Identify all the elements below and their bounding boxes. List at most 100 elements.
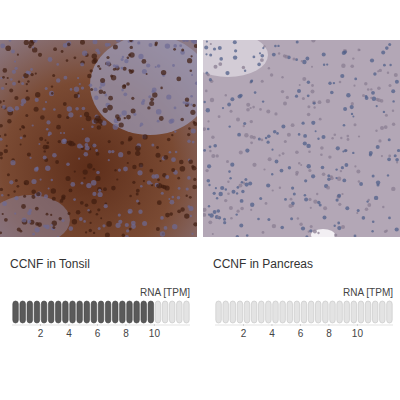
cell <box>157 178 160 181</box>
cell <box>351 113 353 115</box>
cell <box>203 208 207 212</box>
cell <box>42 107 45 110</box>
cell <box>343 50 347 54</box>
cell <box>207 179 211 183</box>
cell <box>136 189 140 193</box>
cell <box>35 207 39 211</box>
cell <box>0 231 2 234</box>
cell <box>37 192 42 197</box>
cell <box>213 144 217 148</box>
cell <box>386 230 388 232</box>
cell <box>90 222 92 224</box>
cell <box>177 209 181 213</box>
cell <box>295 58 298 61</box>
cell <box>308 151 311 154</box>
cell <box>388 155 391 158</box>
cell <box>328 155 331 158</box>
cell <box>223 221 226 224</box>
cell <box>284 140 287 143</box>
cell <box>372 221 375 224</box>
cell <box>246 234 249 237</box>
cell <box>20 144 22 146</box>
cell <box>61 139 66 144</box>
cell <box>273 130 277 134</box>
cell <box>351 102 354 105</box>
cell <box>95 176 100 181</box>
cell <box>224 199 227 202</box>
cell <box>239 184 243 188</box>
cell <box>304 179 307 182</box>
cell <box>3 68 8 73</box>
cell <box>172 196 175 199</box>
cell <box>35 227 40 232</box>
cell <box>299 84 301 86</box>
cell <box>85 143 89 147</box>
cell <box>373 72 376 75</box>
cell <box>120 141 124 145</box>
cell <box>148 95 151 98</box>
empty-segment <box>162 301 168 323</box>
cell <box>58 140 61 143</box>
cell <box>107 105 113 111</box>
tick <box>271 324 272 326</box>
cell <box>6 145 8 147</box>
cell <box>217 216 219 218</box>
cell <box>25 96 30 101</box>
cell <box>93 232 95 234</box>
cell <box>24 40 29 45</box>
cell <box>9 89 13 93</box>
cell <box>192 166 197 171</box>
cell <box>157 120 160 123</box>
cell <box>81 182 84 185</box>
cell <box>100 78 105 83</box>
cell <box>130 40 134 43</box>
cell <box>318 100 322 104</box>
cell <box>313 200 317 204</box>
cell <box>215 215 219 219</box>
empty-segment <box>244 301 250 323</box>
cell <box>323 63 325 65</box>
bar-segment <box>148 301 154 323</box>
cell <box>99 89 104 94</box>
cell <box>267 135 271 139</box>
empty-segments <box>155 301 189 323</box>
cell <box>156 109 162 115</box>
cell <box>227 103 231 107</box>
cell <box>35 73 37 75</box>
cell <box>215 187 217 189</box>
cell <box>298 133 301 136</box>
cell <box>365 208 369 212</box>
cell <box>354 165 356 167</box>
cell <box>2 201 7 206</box>
title: CCNF in Pancreas <box>213 257 313 271</box>
bar <box>13 301 154 323</box>
cell <box>98 189 101 192</box>
cell <box>388 43 391 46</box>
bar-segment <box>13 301 19 323</box>
cell <box>371 91 375 95</box>
tick-label: 4 <box>66 328 72 339</box>
cell <box>217 209 221 213</box>
cell <box>214 65 218 69</box>
cell <box>253 56 256 59</box>
cell <box>165 213 170 218</box>
cell <box>7 194 9 196</box>
cell <box>227 181 229 183</box>
cell <box>104 94 107 97</box>
cell <box>127 56 130 59</box>
cell <box>89 84 93 88</box>
cell <box>50 224 52 226</box>
empty-segment <box>323 301 329 323</box>
cell <box>27 80 30 83</box>
cell <box>44 150 46 152</box>
cell <box>238 94 242 98</box>
cell <box>261 139 264 142</box>
cell <box>290 198 293 201</box>
cell <box>80 63 84 67</box>
cell <box>352 115 354 117</box>
cell <box>98 192 103 197</box>
cell <box>48 134 50 136</box>
cell <box>0 138 3 141</box>
cell <box>354 78 357 81</box>
cell <box>311 40 315 43</box>
